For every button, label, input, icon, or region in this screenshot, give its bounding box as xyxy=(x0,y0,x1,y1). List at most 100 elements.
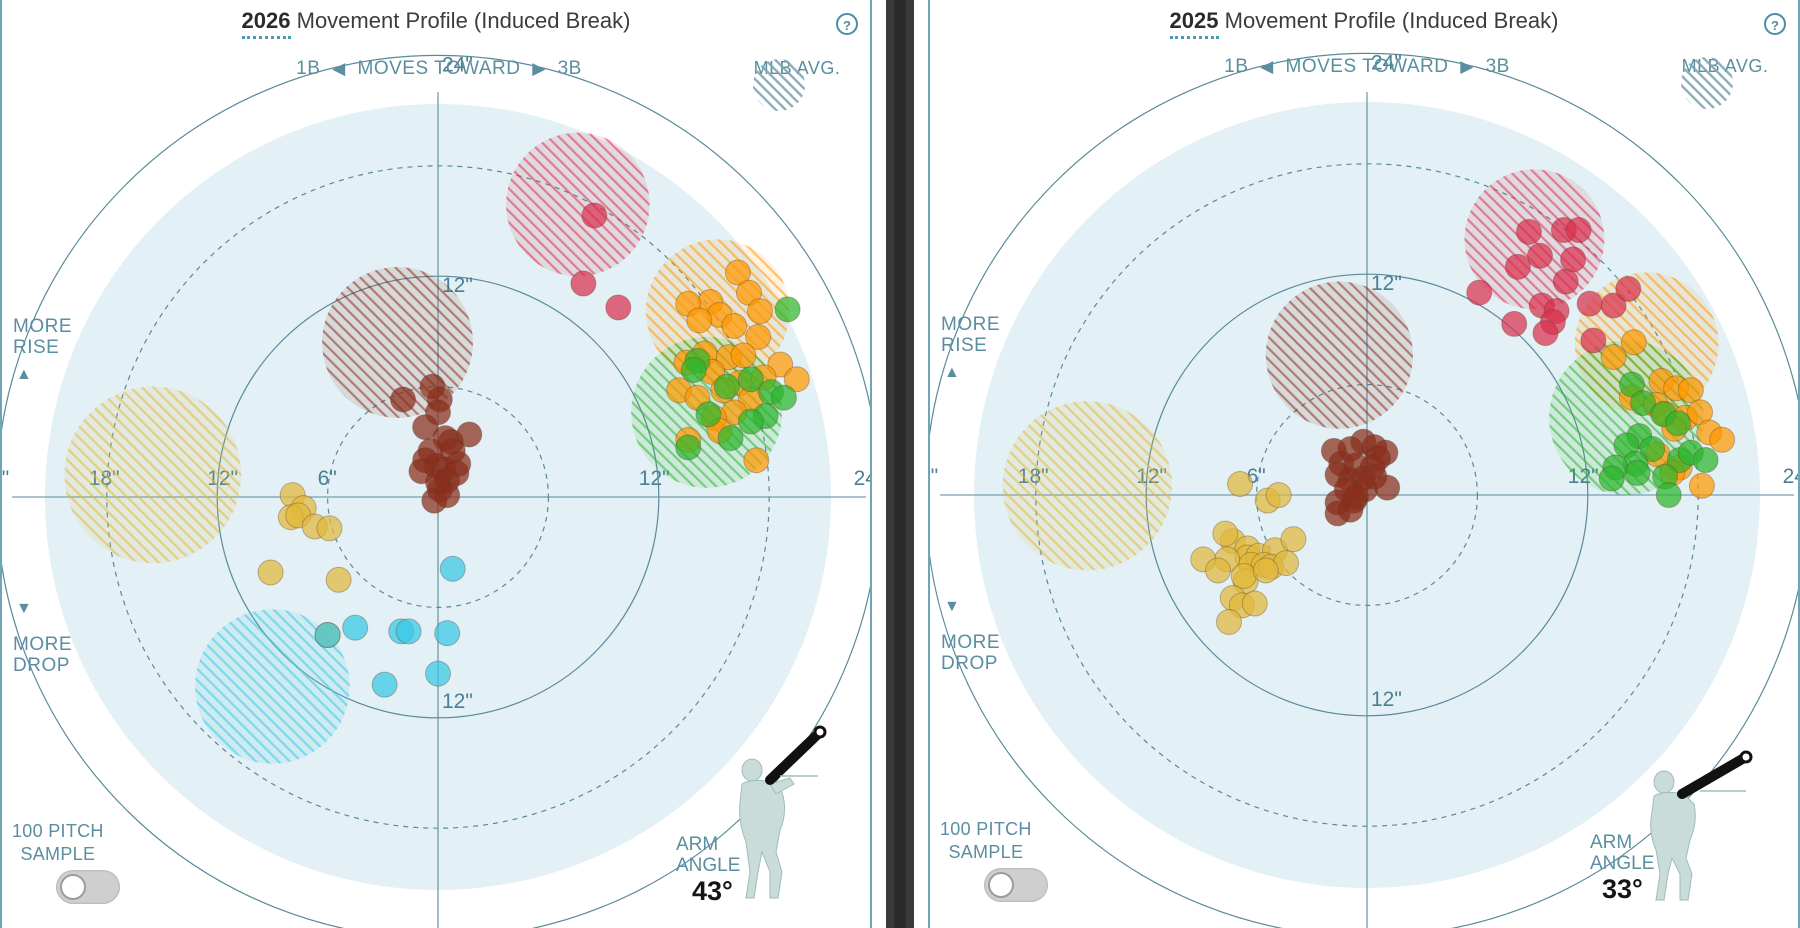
panel-divider xyxy=(872,0,928,928)
pitch-point-orange xyxy=(1620,329,1647,356)
pitch-point-orange xyxy=(1688,472,1715,499)
sample-toggle[interactable] xyxy=(56,870,120,904)
pitch-point-green xyxy=(1624,459,1651,486)
up-arrow-icon: ▲ xyxy=(16,366,32,383)
right-arrow-icon: ▶ xyxy=(1460,57,1474,76)
more-rise-line1: MORE xyxy=(941,314,1000,335)
more-rise-label: MORE RISE xyxy=(941,314,1000,356)
dir-1b-label: 1B xyxy=(1224,56,1249,77)
pitch-point-cyan xyxy=(434,620,461,647)
sample-toggle[interactable] xyxy=(984,868,1048,902)
sample-label: 100 PITCH SAMPLE xyxy=(940,818,1032,864)
pitch-point-yellow xyxy=(1227,470,1254,497)
right-arrow-icon: ▶ xyxy=(532,59,546,78)
mlb-avg-brown xyxy=(1265,281,1413,429)
left-arrow-icon: ◀ xyxy=(1260,57,1274,76)
pitch-point-orange xyxy=(745,323,772,350)
chart-2026: 24"18"12"6"12"24"24"12"12"24" xyxy=(2,53,870,928)
more-drop-line2: DROP xyxy=(941,653,998,674)
pitch-point-yellow xyxy=(1216,608,1242,635)
pitch-point-green xyxy=(717,425,744,452)
pitch-point-cyan xyxy=(439,555,466,582)
more-drop-line2: DROP xyxy=(13,655,70,676)
mlb-avg-red xyxy=(506,132,650,277)
pitch-point-red xyxy=(1501,310,1528,337)
pitch-point-brown xyxy=(390,386,417,413)
pitch-point-orange xyxy=(730,342,757,369)
arm-angle-label: ARM ANGLE xyxy=(676,834,740,876)
pitch-point-green xyxy=(1692,447,1719,474)
pitch-point-green xyxy=(737,408,764,435)
mlb-avg-swatch xyxy=(753,59,805,111)
pitch-point-green xyxy=(1618,371,1645,398)
pitch-point-green xyxy=(774,296,801,323)
chart-title: 2026 Movement Profile (Induced Break) xyxy=(2,8,870,39)
pitch-point-cyan xyxy=(314,622,341,648)
ring-label: 6" xyxy=(318,467,337,490)
pitch-point-green xyxy=(737,366,764,393)
ring-label: 24" xyxy=(854,467,870,490)
panel-2025: 24"18"12"6"12"24"24"12"12"24" 2025 Movem… xyxy=(928,0,1800,928)
ring-label: 12" xyxy=(442,690,473,713)
pitch-point-orange xyxy=(1677,377,1704,404)
sample-line1: 100 PITCH xyxy=(940,819,1032,839)
pitch-point-yellow xyxy=(316,515,343,542)
pitch-point-orange xyxy=(747,298,773,325)
pitch-point-orange xyxy=(686,307,713,334)
pitch-point-green xyxy=(1639,436,1666,462)
pitch-point-yellow xyxy=(1212,520,1239,547)
more-rise-line2: RISE xyxy=(13,337,60,358)
mlb-avg-yellow xyxy=(1002,401,1172,571)
pitch-point-yellow xyxy=(1252,557,1279,584)
pitch-point-red xyxy=(1515,218,1542,245)
chart-year: 2025 xyxy=(1169,8,1219,39)
direction-label: 1B ◀ MOVES TOWARD ▶ 3B xyxy=(2,58,876,80)
ring-24 xyxy=(2,54,870,928)
down-arrow-icon: ▼ xyxy=(944,598,960,615)
pitcher-icon xyxy=(739,725,827,899)
pitch-point-green xyxy=(713,373,740,400)
pitch-point-red xyxy=(581,202,608,229)
pitch-point-cyan xyxy=(371,671,398,698)
sample-line2: SAMPLE xyxy=(20,844,96,864)
up-arrow-icon: ▲ xyxy=(944,364,960,381)
ring-24 xyxy=(930,52,1798,928)
pitch-point-red xyxy=(570,270,597,297)
pitch-point-yellow xyxy=(1204,557,1231,584)
chart-2025: 24"18"12"6"12"24"24"12"12"24" xyxy=(930,51,1798,928)
pitch-point-cyan xyxy=(395,618,422,645)
more-rise-line1: MORE xyxy=(13,316,72,337)
pitch-point-brown xyxy=(412,414,439,441)
pitch-point-yellow xyxy=(257,559,284,586)
pitch-point-orange xyxy=(1709,426,1736,453)
chart-title-text: Movement Profile (Induced Break) xyxy=(296,8,631,33)
pitch-point-green xyxy=(695,401,722,428)
pitch-point-red xyxy=(1560,246,1587,273)
arm-angle-value: 33° xyxy=(1602,874,1643,904)
pitcher-icon xyxy=(1650,750,1753,901)
pitch-point-brown xyxy=(456,421,483,448)
pitch-point-red xyxy=(1526,242,1553,269)
toggle-knob xyxy=(988,872,1014,898)
ring-label: 24" xyxy=(442,53,473,76)
ring-label: 24" xyxy=(930,465,938,488)
pitch-point-yellow xyxy=(1280,526,1307,553)
left-arrow-icon: ◀ xyxy=(332,59,346,78)
more-drop-label: MORE DROP xyxy=(941,632,1000,674)
arm-line2: ANGLE xyxy=(676,855,741,876)
pitch-point-orange xyxy=(1600,344,1627,370)
pitch-point-red xyxy=(1576,290,1603,317)
more-rise-label: MORE RISE xyxy=(13,316,72,358)
chart-title-text: Movement Profile (Induced Break) xyxy=(1224,8,1559,33)
help-icon[interactable]: ? xyxy=(1764,13,1786,35)
help-icon[interactable]: ? xyxy=(836,13,858,35)
pitch-point-red xyxy=(1532,320,1559,347)
pitch-point-orange xyxy=(724,259,751,286)
arm-angle-value: 43° xyxy=(692,876,733,906)
direction-label: 1B ◀ MOVES TOWARD ▶ 3B xyxy=(930,56,1800,78)
sample-line1: 100 PITCH xyxy=(12,821,104,841)
mlb-avg-yellow xyxy=(64,386,242,564)
pitch-point-orange xyxy=(743,447,770,474)
pitch-point-red xyxy=(1565,217,1592,244)
pitch-point-red xyxy=(1466,279,1493,306)
